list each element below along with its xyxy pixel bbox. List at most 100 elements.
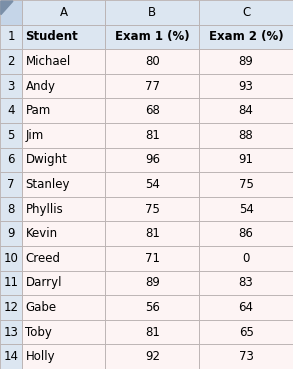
Bar [0, 295, 22, 320]
Bar [105, 74, 199, 99]
Bar [105, 172, 199, 197]
Text: 11: 11 [4, 276, 18, 289]
Bar [0, 99, 22, 123]
Text: Toby: Toby [25, 325, 52, 339]
Text: Stanley: Stanley [25, 178, 70, 191]
Bar [22, 148, 105, 172]
Bar [0, 148, 22, 172]
Text: 96: 96 [145, 154, 160, 166]
Text: Pam: Pam [25, 104, 51, 117]
Text: Creed: Creed [25, 252, 60, 265]
Text: 81: 81 [145, 227, 160, 240]
Bar [22, 197, 105, 221]
Bar [199, 344, 293, 369]
Bar [199, 74, 293, 99]
Bar [22, 99, 105, 123]
Bar [105, 270, 199, 295]
Bar [105, 0, 199, 25]
Bar [199, 270, 293, 295]
Text: 3: 3 [7, 80, 15, 93]
Text: 73: 73 [239, 350, 253, 363]
Text: 89: 89 [145, 276, 160, 289]
Text: C: C [242, 6, 250, 19]
Text: Gabe: Gabe [25, 301, 57, 314]
Text: 8: 8 [7, 203, 15, 215]
Bar [105, 246, 199, 270]
Text: 93: 93 [239, 80, 253, 93]
Text: 7: 7 [7, 178, 15, 191]
Text: 5: 5 [7, 129, 15, 142]
Bar [105, 49, 199, 74]
Bar [199, 25, 293, 49]
Bar [22, 344, 105, 369]
Bar [22, 74, 105, 99]
Text: B: B [148, 6, 156, 19]
Bar [22, 123, 105, 148]
Bar [0, 172, 22, 197]
Text: 83: 83 [239, 276, 253, 289]
Text: 92: 92 [145, 350, 160, 363]
Bar [105, 123, 199, 148]
Bar [105, 320, 199, 344]
Text: 75: 75 [145, 203, 160, 215]
Bar [0, 49, 22, 74]
Polygon shape [1, 1, 13, 15]
Text: 10: 10 [4, 252, 18, 265]
Bar [199, 320, 293, 344]
Text: 54: 54 [145, 178, 160, 191]
Bar [0, 197, 22, 221]
Bar [0, 25, 22, 49]
Text: 91: 91 [239, 154, 254, 166]
Text: 81: 81 [145, 129, 160, 142]
Bar [22, 49, 105, 74]
Text: Phyllis: Phyllis [25, 203, 63, 215]
Text: Andy: Andy [25, 80, 55, 93]
Bar [199, 197, 293, 221]
Bar [105, 221, 199, 246]
Bar [22, 221, 105, 246]
Text: 14: 14 [4, 350, 18, 363]
Bar [199, 172, 293, 197]
Text: 1: 1 [7, 30, 15, 44]
Text: 68: 68 [145, 104, 160, 117]
Text: Michael: Michael [25, 55, 71, 68]
Text: 89: 89 [239, 55, 253, 68]
Bar [199, 49, 293, 74]
Bar [0, 0, 22, 25]
Bar [22, 295, 105, 320]
Text: 80: 80 [145, 55, 160, 68]
Text: 65: 65 [239, 325, 253, 339]
Text: 86: 86 [239, 227, 253, 240]
Text: 6: 6 [7, 154, 15, 166]
Bar [0, 74, 22, 99]
Text: 75: 75 [239, 178, 253, 191]
Text: Dwight: Dwight [25, 154, 67, 166]
Text: Student: Student [25, 30, 78, 44]
Bar [105, 25, 199, 49]
Text: 9: 9 [7, 227, 15, 240]
Bar [22, 320, 105, 344]
Text: 88: 88 [239, 129, 253, 142]
Bar [105, 99, 199, 123]
Bar [22, 25, 105, 49]
Text: 12: 12 [4, 301, 18, 314]
Text: 84: 84 [239, 104, 253, 117]
Bar [199, 0, 293, 25]
Bar [199, 99, 293, 123]
Bar [0, 123, 22, 148]
Text: 56: 56 [145, 301, 160, 314]
Text: A: A [60, 6, 68, 19]
Text: 71: 71 [145, 252, 160, 265]
Text: 13: 13 [4, 325, 18, 339]
Bar [199, 123, 293, 148]
Bar [22, 270, 105, 295]
Bar [0, 221, 22, 246]
Bar [0, 246, 22, 270]
Bar [199, 148, 293, 172]
Text: Darryl: Darryl [25, 276, 62, 289]
Text: 2: 2 [7, 55, 15, 68]
Text: Exam 2 (%): Exam 2 (%) [209, 30, 283, 44]
Bar [199, 221, 293, 246]
Text: 64: 64 [239, 301, 254, 314]
Bar [0, 320, 22, 344]
